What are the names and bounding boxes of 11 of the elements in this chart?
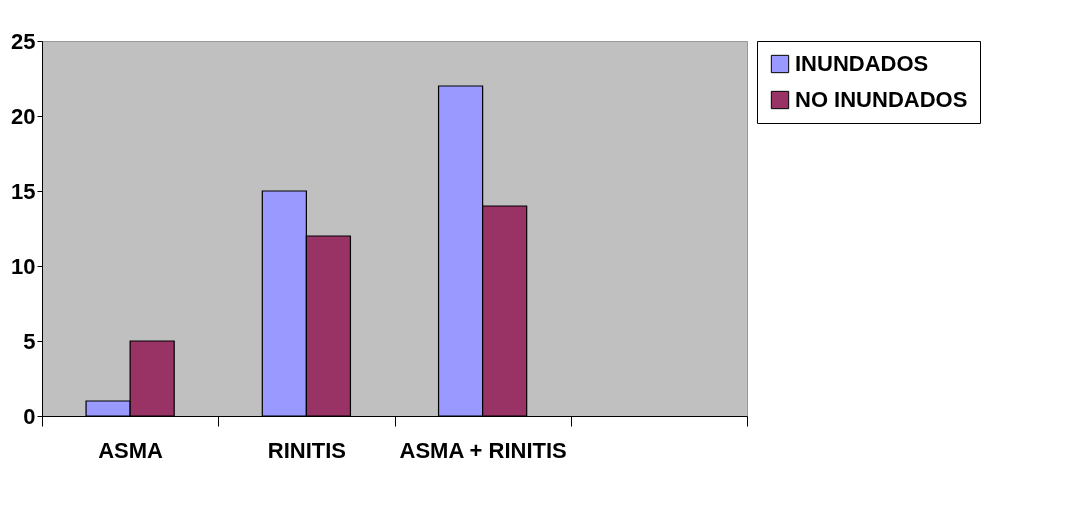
y-tick-label: 5	[23, 328, 36, 354]
legend-label: NO INUNDADOS	[795, 87, 968, 112]
y-tick-label: 0	[23, 403, 36, 429]
x-tick-label: ASMA	[98, 437, 164, 463]
x-tick-label: ASMA + RINITIS	[399, 437, 567, 463]
y-tick-label: 25	[11, 28, 36, 54]
y-tick-label: 15	[11, 178, 36, 204]
y-tick-label: 10	[11, 253, 36, 279]
y-tick-label: 20	[11, 103, 36, 129]
x-tick-label: RINITIS	[267, 437, 346, 463]
legend-label: INUNDADOS	[795, 51, 929, 76]
